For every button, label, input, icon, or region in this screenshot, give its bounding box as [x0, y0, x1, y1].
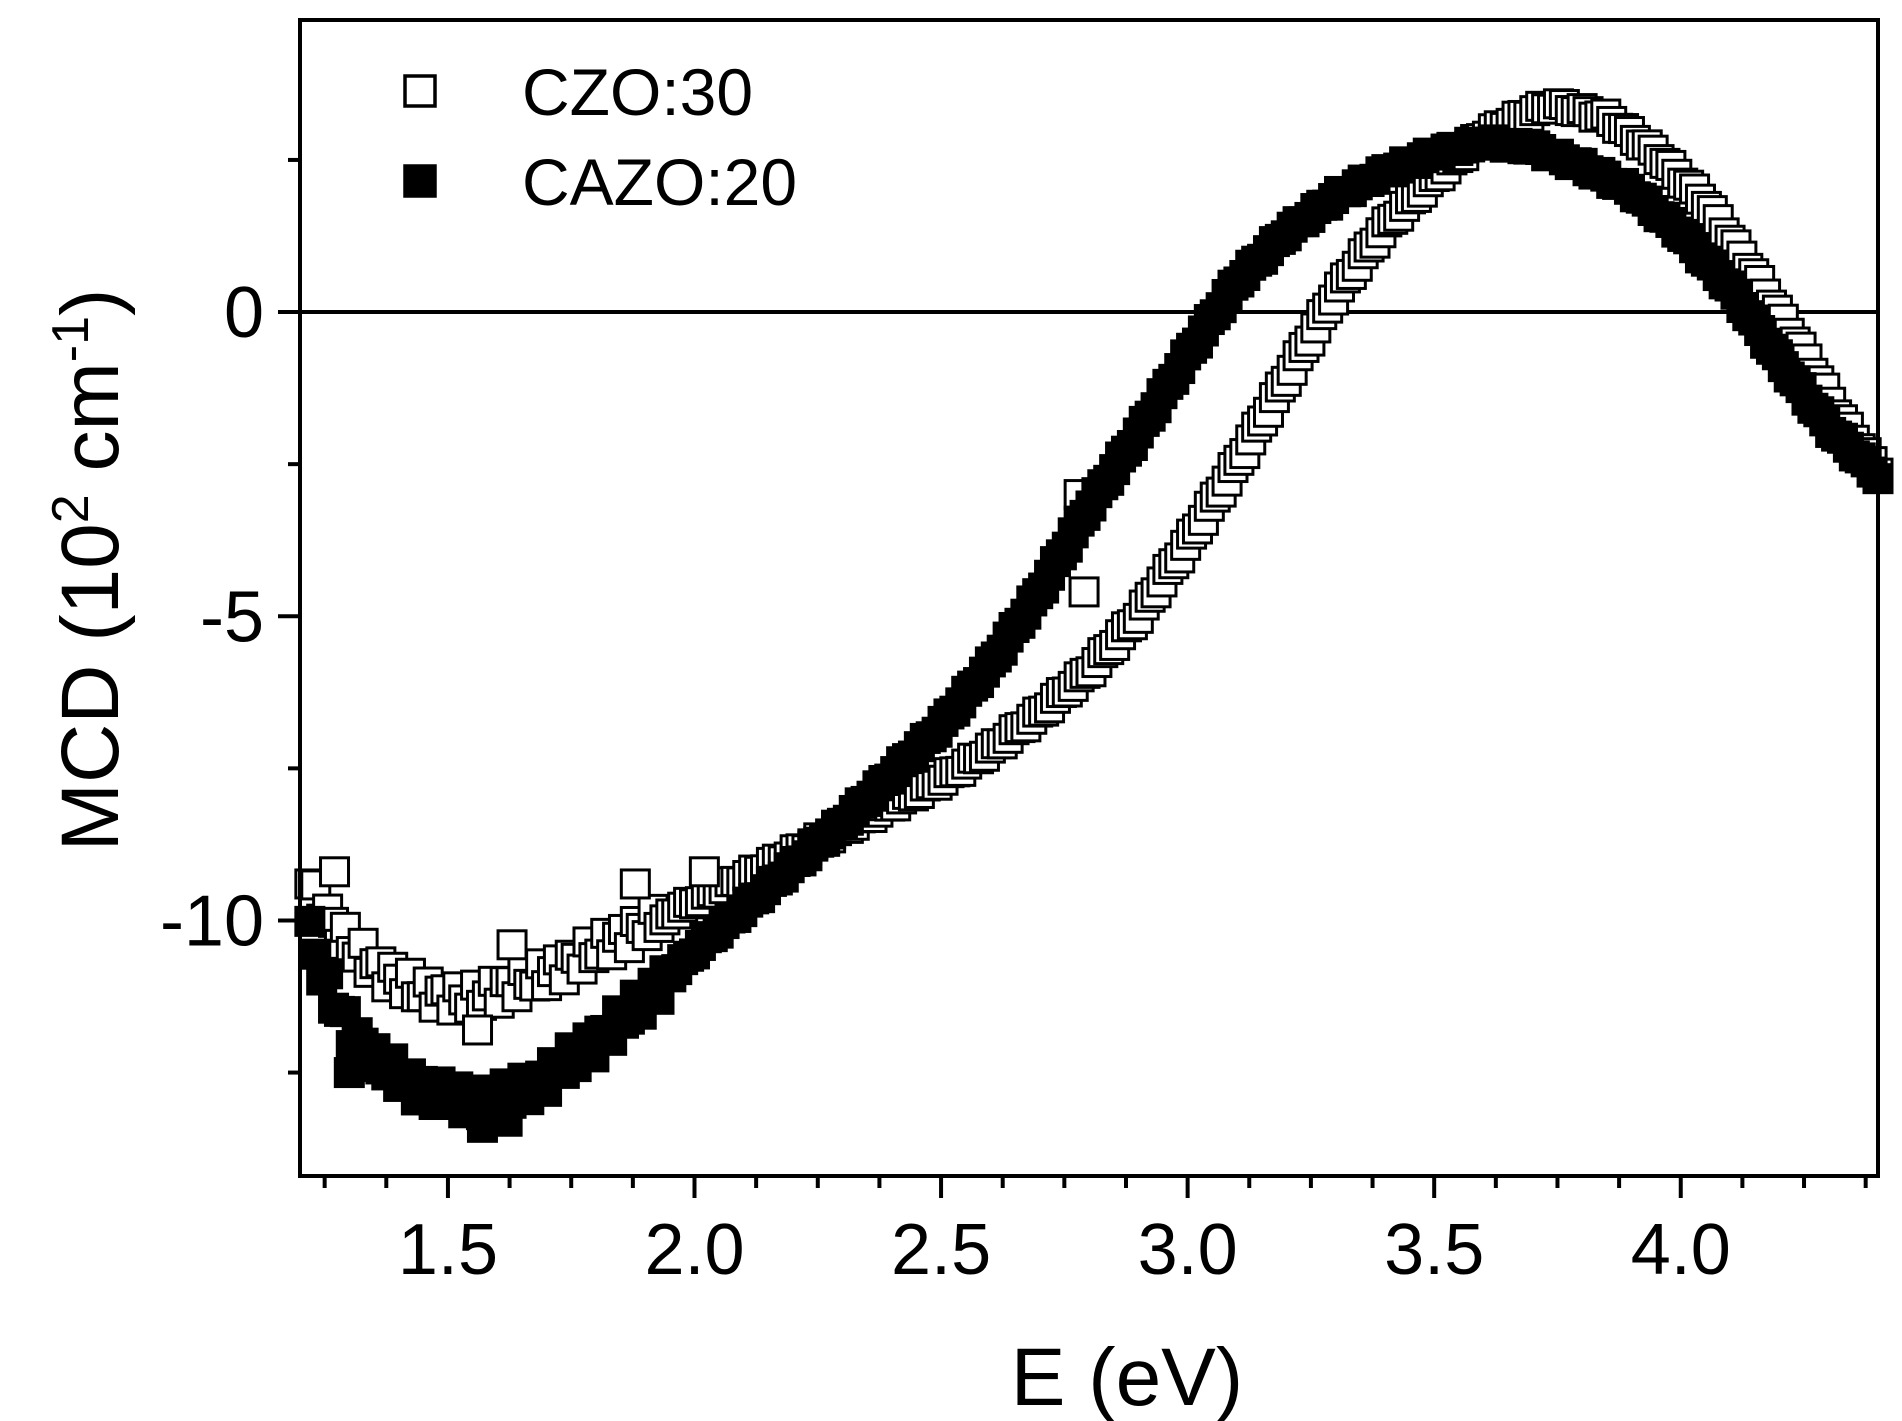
y-axis-title-end: )	[45, 289, 136, 316]
legend-label-czo30: CZO:30	[522, 55, 753, 129]
y-axis-title-mid: cm	[45, 362, 136, 494]
data-point-czo30	[462, 1014, 494, 1046]
x-tick-label: 1.5	[398, 1210, 498, 1290]
legend: CZO:30 CAZO:20	[403, 55, 797, 219]
data-point-cazo20	[333, 1057, 365, 1089]
x-tick-label: 3.5	[1384, 1210, 1484, 1290]
legend-label-cazo20: CAZO:20	[522, 145, 797, 219]
x-tick-label: 2.0	[644, 1210, 744, 1290]
data-point-czo30	[496, 929, 528, 961]
y-axis-title-sup2: -1	[42, 316, 100, 362]
x-tick-label: 2.5	[891, 1210, 991, 1290]
legend-marker-cazo20	[403, 164, 437, 198]
y-tick-label: 0	[224, 273, 264, 353]
data-point-czo30	[1068, 576, 1100, 608]
x-tick-label: 4.0	[1631, 1210, 1731, 1290]
data-point-czo30	[619, 868, 651, 900]
data-point-cazo20	[312, 958, 344, 990]
data-point-czo30	[688, 856, 720, 888]
y-tick-label: -10	[160, 881, 264, 961]
y-axis-title-sup1: 2	[42, 494, 100, 523]
data-point-cazo20	[491, 1105, 523, 1137]
plot-area: 1.5 2.0 2.5 3.0 3.5 4.0 -10 -5 0	[160, 18, 1894, 1290]
data-point-czo30	[319, 856, 351, 888]
y-tick-label: -5	[200, 577, 264, 657]
y-axis-title: MCD (102 cm-1)	[42, 289, 136, 852]
x-tick-label: 3.0	[1138, 1210, 1238, 1290]
y-axis-title-main: MCD (10	[45, 523, 136, 851]
x-axis-title: E (eV)	[1011, 1332, 1243, 1421]
plot-frame	[298, 18, 1880, 1178]
legend-marker-czo30	[403, 74, 437, 108]
